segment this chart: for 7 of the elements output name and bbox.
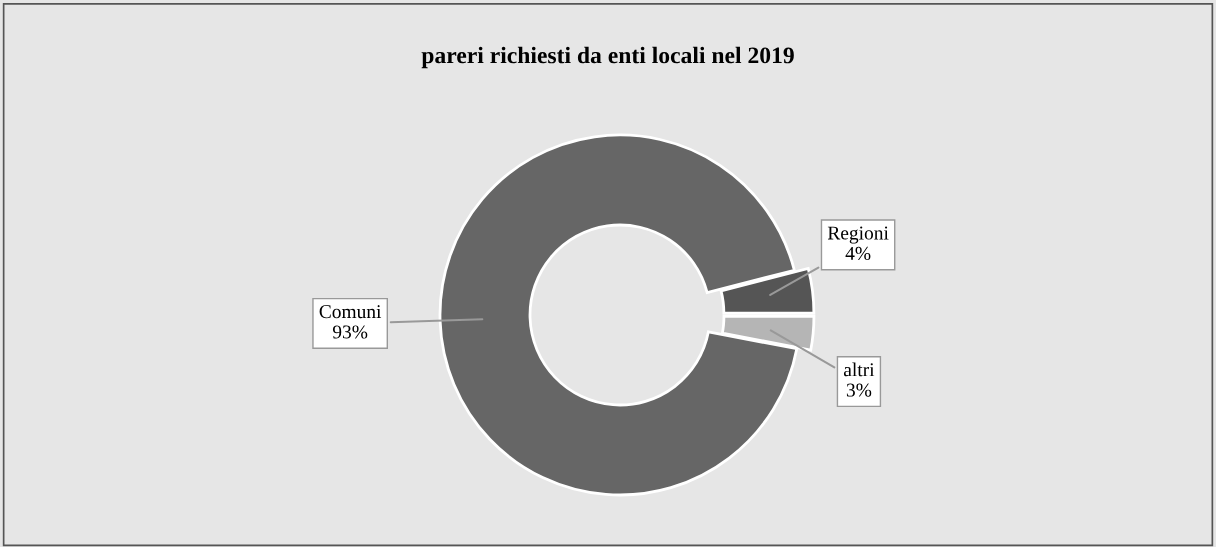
slice-label: Regioni (827, 226, 889, 244)
chart-title: pareri richiesti da enti locali nel 2019 (421, 46, 794, 69)
data-label: 3% (846, 383, 872, 397)
slice-label: altri (843, 362, 875, 377)
data-label: 4% (845, 246, 871, 261)
data-label: 93% (332, 325, 368, 339)
slice-label: Comuni (319, 305, 382, 319)
